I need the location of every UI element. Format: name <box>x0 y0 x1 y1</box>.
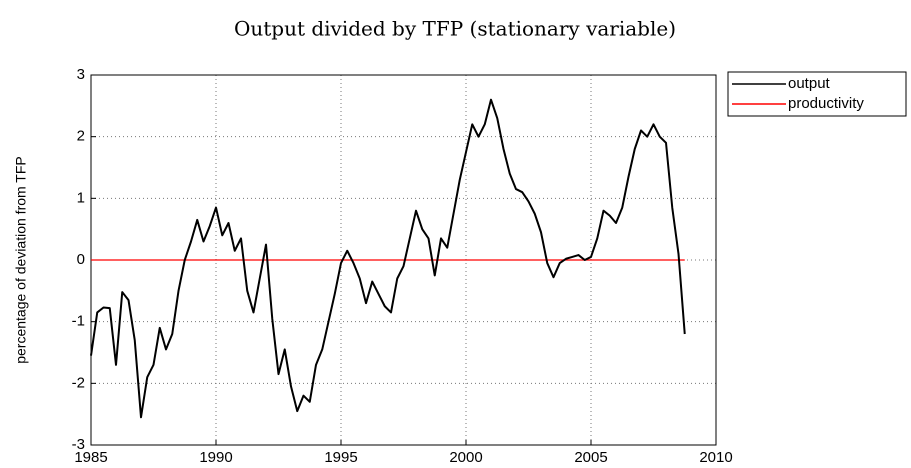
x-tick-label: 2000 <box>449 449 482 466</box>
chart-title: Output divided by TFP (stationary variab… <box>234 17 676 41</box>
y-tick-label: -3 <box>72 436 85 453</box>
y-tick-label: -2 <box>72 374 85 391</box>
y-tick-label: -1 <box>72 313 85 330</box>
legend-label: output <box>788 75 831 92</box>
legend-box <box>727 71 907 117</box>
y-tick-label: 2 <box>77 128 85 145</box>
y-tick-label: 0 <box>77 251 85 268</box>
x-tick-label: 2010 <box>699 449 732 466</box>
legend-label: productivity <box>788 95 864 112</box>
series-line <box>90 98 686 419</box>
x-tick-label: 1985 <box>74 449 107 466</box>
y-axis-label: percentage of deviation from TFP <box>13 156 29 364</box>
y-tick-label: 3 <box>77 66 85 83</box>
x-tick-label: 2005 <box>574 449 607 466</box>
y-tick-label: 1 <box>77 189 85 206</box>
x-tick-label: 1990 <box>199 449 232 466</box>
x-tick-label: 1995 <box>324 449 357 466</box>
